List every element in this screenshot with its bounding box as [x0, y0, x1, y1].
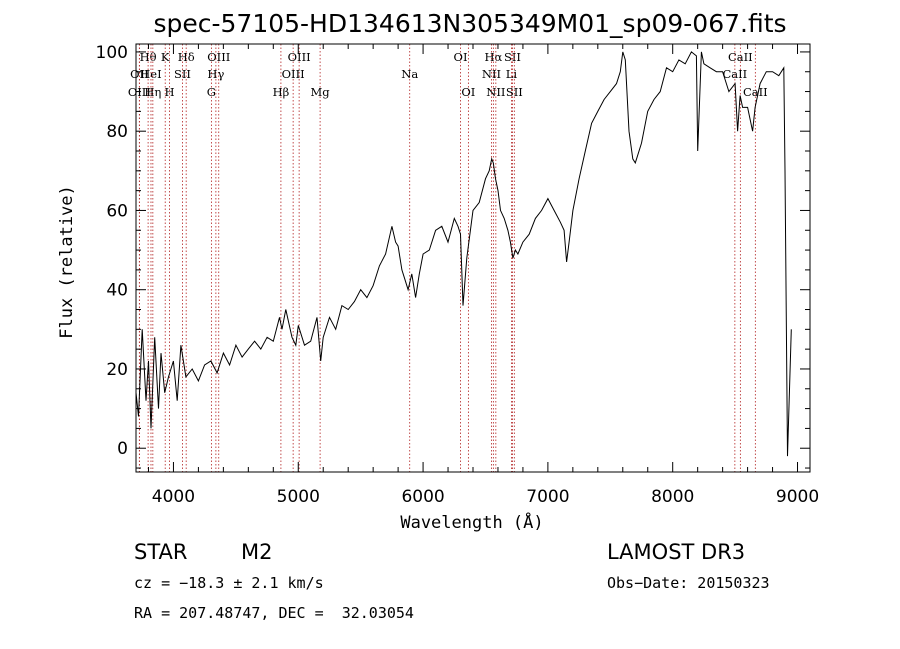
coordinates: RA = 207.48747, DEC = 32.03054	[134, 604, 414, 622]
plot-frame	[135, 43, 811, 473]
line-label: OI	[454, 50, 468, 64]
chart-title: spec-57105-HD134613N305349M01_sp09-067.f…	[153, 9, 786, 38]
line-label: SII	[174, 67, 191, 81]
line-label: OI	[461, 85, 475, 99]
line-label: CaII	[743, 85, 768, 99]
line-label: SII	[504, 50, 521, 64]
axis-ticks: 4000 5000 6000 7000 8000 9000 0 20 40 60 80 100	[96, 43, 820, 507]
survey-name: LAMOST DR3	[607, 540, 746, 564]
x-tick-label: 5000	[277, 487, 320, 507]
x-tick-label: 8000	[651, 487, 694, 507]
y-axis-label: Flux (relative)	[57, 185, 77, 339]
line-label: Na	[401, 67, 418, 81]
line-label: H	[165, 85, 175, 99]
line-label: Hα	[484, 50, 502, 64]
x-tick-label: 7000	[526, 487, 569, 507]
spectrum-line	[135, 51, 792, 457]
line-label: Li	[506, 67, 518, 81]
line-label: Hβ	[273, 85, 290, 99]
x-tick-label: 6000	[401, 487, 444, 507]
line-label: Hθ	[140, 50, 157, 64]
line-label: SII	[506, 85, 523, 99]
x-tick-label: 9000	[776, 487, 819, 507]
y-tick-label: 60	[106, 201, 128, 221]
line-label: CaII	[728, 50, 753, 64]
line-label: Mg	[311, 85, 331, 99]
line-label: OIII	[282, 67, 305, 81]
line-label: Hδ	[178, 50, 195, 64]
line-label: HeI	[140, 67, 161, 81]
y-tick-label: 0	[117, 439, 128, 459]
line-label: OIII	[207, 50, 230, 64]
line-label: NII	[482, 67, 501, 81]
y-tick-label: 40	[106, 281, 128, 301]
line-label: Hη	[144, 85, 161, 99]
line-label: NII	[486, 85, 505, 99]
object-subclass: M2	[241, 540, 273, 564]
x-tick-label: 4000	[152, 487, 195, 507]
x-axis-label: Wavelength (Å)	[400, 511, 543, 533]
line-label: OIII	[288, 50, 311, 64]
line-label: K	[161, 50, 170, 64]
redshift-readout: cz = −18.3 ± 2.1 km/s	[134, 574, 324, 592]
y-tick-label: 20	[106, 360, 128, 380]
y-tick-label: 100	[96, 43, 128, 63]
line-label: Hγ	[207, 67, 224, 81]
line-label: CaII	[722, 67, 747, 81]
line-label: OII	[130, 67, 149, 81]
observation-date: Obs−Date: 20150323	[607, 574, 770, 592]
object-type: STAR	[134, 540, 188, 564]
y-tick-label: 80	[106, 122, 128, 142]
line-label: G	[207, 85, 216, 99]
